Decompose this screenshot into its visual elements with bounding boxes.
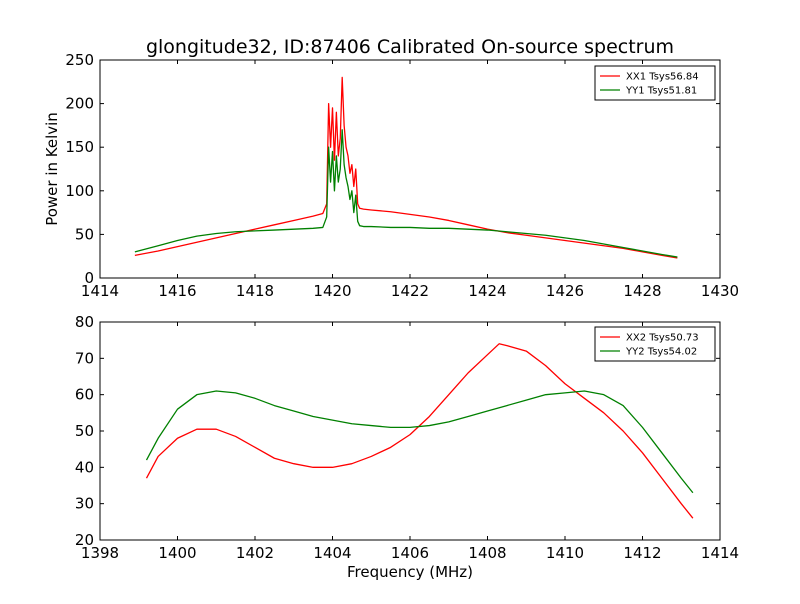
x-tick-label: 1430 [701,282,739,300]
x-tick-label: 1400 [158,544,196,562]
y-tick-label: 80 [75,313,94,331]
x-axis-label: Frequency (MHz) [347,563,473,581]
series-line-1-1 [134,76,678,259]
x-tick-label: 1424 [468,282,506,300]
legend-box [594,326,716,362]
y-tick-label: 40 [75,458,94,476]
x-tick-label: 1422 [391,282,429,300]
y-tick-label: 70 [75,349,94,367]
top-subplot: 1414 1416 1418 1420 1422 1424 1426 1428 1430 0 50 1… [65,51,739,300]
x-tick-label: 1406 [391,544,429,562]
y-tick-label: 150 [65,138,94,156]
x-tick-label: 1416 [158,282,196,300]
y-axis-label: Power in Kelvin [43,112,61,226]
x-tick-label: 1414 [81,282,119,300]
legend-label: XX2 Tsys50.73 [626,333,699,344]
legend-box [594,65,716,101]
x-tick-label: 1426 [546,282,584,300]
x-tick-label: 1408 [468,544,506,562]
x-tick-label: 1404 [313,544,351,562]
y-tick-label: 0 [84,269,94,287]
x-tick-label: 1420 [313,282,351,300]
x-tick-label: 1412 [623,544,661,562]
series-line-2-1 [145,343,694,519]
chart-title: glongitude32, ID:87406 Calibrated On-sou… [146,36,674,58]
series-line-2-2 [145,390,694,494]
y-tick-label: 50 [75,225,94,243]
y-tick-label: 50 [75,422,94,440]
legend-label: XX1 Tsys56.84 [626,72,699,83]
y-tick-label: 60 [75,386,94,404]
y-tick-label: 100 [65,182,94,200]
x-tick-label: 1402 [236,544,274,562]
legend-label: YY1 Tsys51.81 [625,86,697,97]
legend-label: YY2 Tsys54.02 [625,347,697,358]
x-tick-label: 1418 [236,282,274,300]
bottom-subplot: 1398 1400 1402 1404 1406 1408 1410 1412 1414 20 30… [75,313,739,562]
x-tick-label: 1428 [623,282,661,300]
y-tick-label: 200 [65,95,94,113]
y-tick-label: 250 [65,51,94,69]
x-tick-label: 1398 [81,544,119,562]
x-tick-label: 1410 [546,544,584,562]
series-line-1-2 [134,129,678,258]
x-tick-label: 1414 [701,544,739,562]
y-tick-label: 20 [75,531,94,549]
y-tick-label: 30 [75,495,94,513]
